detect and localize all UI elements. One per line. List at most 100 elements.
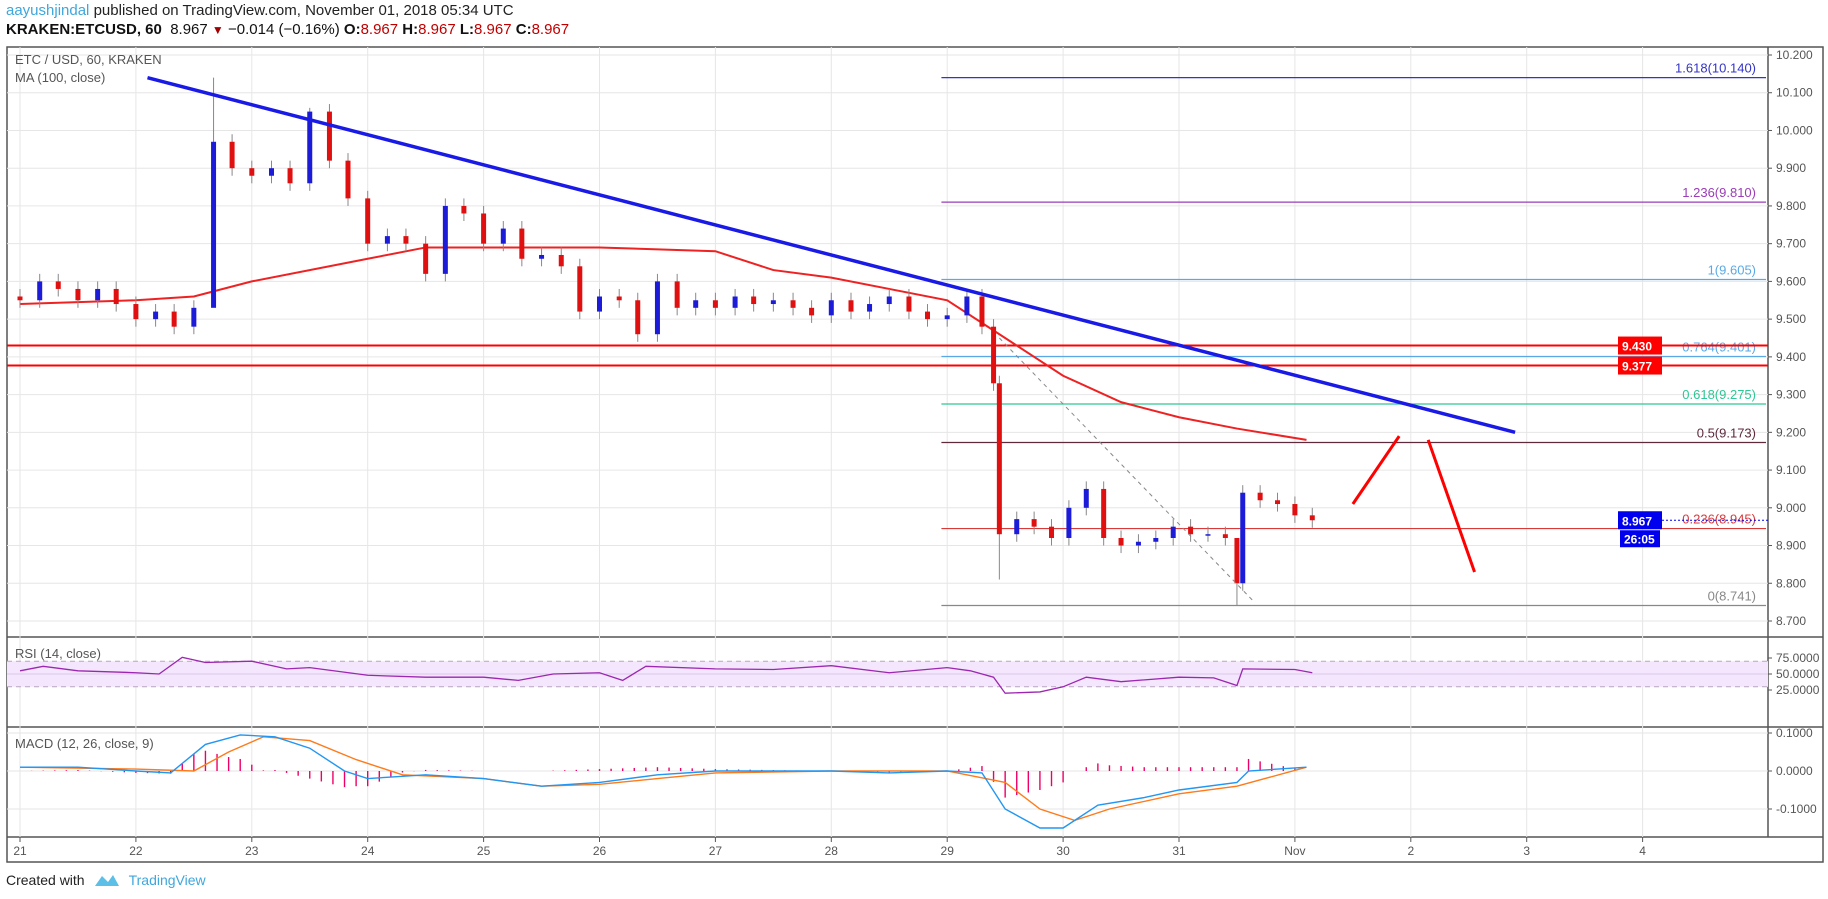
candle-body (1101, 488, 1107, 538)
ma-legend: MA (100, close) (15, 70, 105, 85)
ma100-line (19, 246, 1307, 441)
tradingview-logo-icon (94, 875, 119, 886)
candle-body (1031, 519, 1037, 527)
candle-body (1309, 515, 1315, 521)
candle-body (635, 300, 641, 335)
candle-body (287, 168, 293, 184)
candle-body (996, 383, 1002, 535)
x-tick-label: 31 (1172, 844, 1186, 858)
x-tick-label: Nov (1284, 844, 1305, 858)
y-tick-label: 10.200 (1776, 48, 1813, 62)
author-link[interactable]: aayushjindal (6, 2, 90, 19)
candle-body (1222, 534, 1228, 538)
candle-body (95, 288, 101, 301)
symbol-info: KRAKEN:ETCUSD, 60 8.967 ▼ −0.014 (−0.16%… (6, 21, 569, 38)
candle-body (345, 160, 351, 199)
fib-level-label: 0.764(9.401) (1682, 339, 1756, 354)
candle-body (75, 288, 81, 301)
fib-level-label: 0.5(9.173) (1697, 426, 1756, 441)
macd-legend: MACD (12, 26, close, 9) (15, 736, 154, 751)
candle-body (654, 281, 660, 335)
x-tick-label: 23 (245, 844, 259, 858)
fib-level-label: 1(9.605) (1708, 263, 1756, 278)
last-price: 8.967 (170, 21, 208, 38)
price-tag (1618, 356, 1662, 375)
x-tick-label: 21 (13, 844, 27, 858)
price-tag (1618, 336, 1662, 355)
candle-body (153, 311, 159, 320)
candle-body (423, 243, 429, 274)
candle-body (1234, 537, 1240, 584)
candle-body (809, 307, 815, 316)
last-price-tag (1618, 511, 1662, 530)
chart-title: ETC / USD, 60, KRAKEN (15, 52, 162, 67)
down-triangle-icon: ▼ (211, 23, 224, 37)
candle-body (770, 300, 776, 305)
candle-body (577, 266, 583, 312)
low-label: L: (459, 21, 475, 38)
candle-body (17, 296, 23, 301)
candle-body (1118, 537, 1124, 546)
fib-level-label: 1.236(9.810) (1682, 185, 1756, 200)
tradingview-link[interactable]: TradingView (128, 872, 206, 888)
macd-line (20, 734, 1307, 829)
candle-body (616, 296, 622, 301)
countdown-tag (1620, 530, 1660, 548)
candle-body (867, 304, 873, 312)
candle-body (1083, 488, 1089, 508)
y-tick-label: 9.800 (1776, 199, 1806, 213)
descending-trendline (147, 75, 1516, 435)
open-label: O: (343, 21, 361, 38)
candle-body (307, 111, 313, 184)
x-tick-label: 29 (941, 844, 955, 858)
high-value: 8.967 (418, 21, 456, 38)
candle-body (500, 228, 506, 244)
last-price-tag-label: 8.967 (1622, 514, 1652, 528)
footer: Created with TradingView (6, 872, 206, 888)
candle-body (1205, 534, 1211, 536)
x-tick-label: 28 (825, 844, 839, 858)
candle-body (384, 236, 390, 244)
fib-level-label: 0(8.741) (1708, 589, 1756, 604)
macd-y-tick-label: 0.1000 (1776, 726, 1813, 740)
y-tick-label: 9.700 (1776, 237, 1806, 251)
fib-level-label: 0.618(9.275) (1682, 387, 1756, 402)
candle-body (558, 254, 564, 267)
candle-body (326, 111, 332, 161)
candle-body (712, 300, 718, 308)
candle-body (442, 205, 448, 274)
candle-body (924, 311, 930, 320)
candle-body (113, 288, 119, 305)
rsi-legend: RSI (14, close) (15, 646, 101, 661)
candle-body (1066, 507, 1072, 538)
candle-body (906, 296, 912, 312)
x-tick-label: 4 (1639, 844, 1646, 858)
projection-up-line (1351, 435, 1401, 505)
candle-body (1153, 537, 1159, 542)
y-tick-label: 10.100 (1776, 86, 1813, 100)
candle-body (481, 213, 487, 244)
publish-text: published on TradingView.com, November 0… (93, 2, 514, 19)
x-tick-label: 22 (129, 844, 143, 858)
candle-body (944, 315, 950, 320)
candle-body (229, 141, 235, 169)
candle-body (403, 236, 409, 244)
candle-body (886, 296, 892, 305)
candle-body (1188, 526, 1194, 535)
created-with-label: Created with (6, 872, 85, 888)
candle-body (461, 205, 467, 214)
candle-body (191, 307, 197, 327)
candle-body (133, 304, 139, 320)
rsi-y-tick-label: 75.0000 (1776, 651, 1820, 665)
price-tag-label: 9.377 (1622, 360, 1652, 374)
candle-body (37, 281, 43, 301)
x-tick-label: 27 (709, 844, 723, 858)
fib-level-label: 1.618(10.140) (1675, 61, 1756, 76)
candle-body (790, 300, 796, 308)
y-tick-label: 9.400 (1776, 350, 1806, 364)
high-label: H: (402, 21, 419, 38)
candle-body (249, 168, 255, 176)
rsi-line (19, 656, 1313, 694)
candle-body (55, 281, 61, 289)
